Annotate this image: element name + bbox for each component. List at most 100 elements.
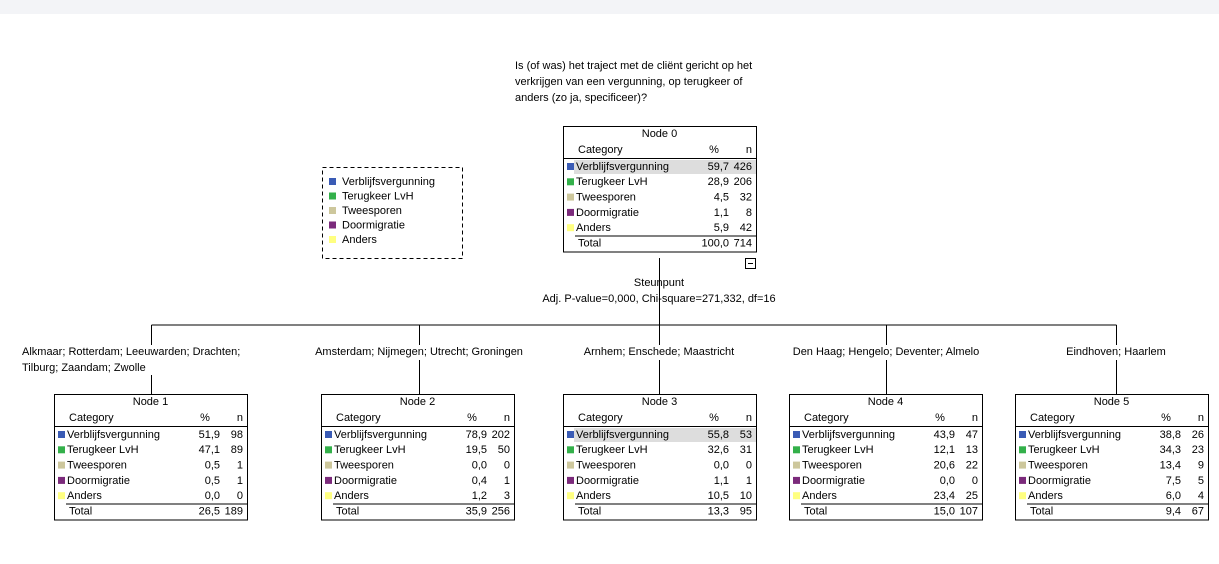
count: 26: [1192, 429, 1204, 441]
col-header: n: [1198, 412, 1204, 424]
category-label: Verblijfsvergunning: [576, 161, 669, 173]
total-label: Total: [804, 505, 827, 517]
row-highlight: [574, 160, 756, 174]
category-label: Tweesporen: [576, 460, 636, 472]
legend-box: [322, 167, 463, 259]
legend-label: Anders: [342, 234, 377, 246]
category-swatch: [1019, 461, 1026, 469]
count: 1: [237, 460, 243, 472]
category-label: Terugkeer LvH: [67, 444, 139, 456]
category-swatch: [567, 208, 574, 216]
count: 47: [966, 429, 978, 441]
count: 5: [1198, 475, 1204, 487]
node-title: Node 3: [642, 396, 677, 408]
total-label: Total: [578, 237, 601, 249]
category-swatch: [1019, 431, 1026, 438]
percent: 5,9: [714, 222, 729, 234]
category-label: Doormigratie: [1028, 475, 1091, 487]
node-title: Node 4: [868, 396, 903, 408]
category-label: Doormigratie: [576, 475, 639, 487]
tree-lines: [151, 258, 1117, 394]
total-label: Total: [69, 505, 92, 517]
branch-label: Tilburg; Zaandam; Zwolle: [22, 362, 146, 374]
total-count: 714: [734, 237, 752, 249]
category-label: Tweesporen: [802, 460, 862, 472]
category-swatch: [325, 476, 332, 484]
total-count: 95: [740, 505, 752, 517]
percent: 1,1: [714, 475, 729, 487]
category-label: Verblijfsvergunning: [802, 429, 895, 441]
count: 1: [746, 475, 752, 487]
node-box: [563, 126, 757, 253]
count: 0: [237, 490, 243, 502]
legend-label: Verblijfsvergunning: [342, 176, 435, 188]
percent: 0,0: [940, 475, 955, 487]
category-label: Doormigratie: [67, 475, 130, 487]
legend-swatch: [329, 178, 336, 185]
count: 50: [498, 444, 510, 456]
col-header: Category: [578, 412, 623, 424]
category-swatch: [58, 492, 65, 500]
category-swatch: [58, 446, 65, 454]
count: 206: [734, 176, 752, 188]
target-question: anders (zo ja, specificeer)?: [515, 92, 647, 104]
category-swatch: [567, 461, 574, 469]
category-swatch: [793, 476, 800, 484]
count: 0: [504, 460, 510, 472]
count: 202: [492, 429, 510, 441]
category-swatch: [567, 163, 574, 170]
category-swatch: [567, 193, 574, 201]
branch-label: Amsterdam; Nijmegen; Utrecht; Groningen: [315, 346, 523, 358]
node-title: Node 0: [642, 128, 677, 140]
category-label: Anders: [576, 490, 611, 502]
percent: 20,6: [934, 460, 955, 472]
category-label: Terugkeer LvH: [1028, 444, 1100, 456]
col-header: Category: [578, 144, 623, 156]
legend-swatch: [329, 221, 336, 229]
category-swatch: [793, 461, 800, 469]
count: 0: [972, 475, 978, 487]
category-swatch: [567, 178, 574, 186]
branch-label: Den Haag; Hengelo; Deventer; Almelo: [793, 346, 980, 358]
col-header: %: [200, 412, 210, 424]
percent: 32,6: [708, 444, 729, 456]
col-header: Category: [804, 412, 849, 424]
category-swatch: [325, 431, 332, 438]
total-count: 107: [960, 505, 978, 517]
category-label: Terugkeer LvH: [576, 176, 648, 188]
count: 42: [740, 222, 752, 234]
category-label: Terugkeer LvH: [576, 444, 648, 456]
count: 0: [746, 460, 752, 472]
col-header: %: [709, 412, 719, 424]
category-label: Verblijfsvergunning: [67, 429, 160, 441]
category-label: Anders: [802, 490, 837, 502]
total-percent: 100,0: [701, 237, 729, 249]
category-swatch: [567, 492, 574, 500]
target-question: verkrijgen van een vergunning, op terugk…: [515, 76, 743, 88]
category-swatch: [325, 446, 332, 454]
col-header: Category: [69, 412, 114, 424]
percent: 28,9: [708, 176, 729, 188]
branch-label: Eindhoven; Haarlem: [1066, 346, 1166, 358]
total-label: Total: [1030, 505, 1053, 517]
percent: 51,9: [199, 429, 220, 441]
category-label: Verblijfsvergunning: [576, 429, 669, 441]
total-percent: 15,0: [934, 505, 955, 517]
count: 13: [966, 444, 978, 456]
total-label: Total: [578, 505, 601, 517]
category-label: Verblijfsvergunning: [1028, 429, 1121, 441]
total-count: 189: [225, 505, 243, 517]
category-label: Doormigratie: [334, 475, 397, 487]
percent: 0,5: [205, 460, 220, 472]
category-label: Terugkeer LvH: [802, 444, 874, 456]
total-label: Total: [336, 505, 359, 517]
category-swatch: [325, 492, 332, 500]
node-title: Node 2: [400, 396, 435, 408]
count: 23: [1192, 444, 1204, 456]
target-question: Is (of was) het traject met de cliënt ge…: [515, 60, 752, 72]
category-label: Tweesporen: [67, 460, 127, 472]
category-label: Tweesporen: [1028, 460, 1088, 472]
percent: 10,5: [708, 490, 729, 502]
legend-swatch: [329, 207, 336, 214]
